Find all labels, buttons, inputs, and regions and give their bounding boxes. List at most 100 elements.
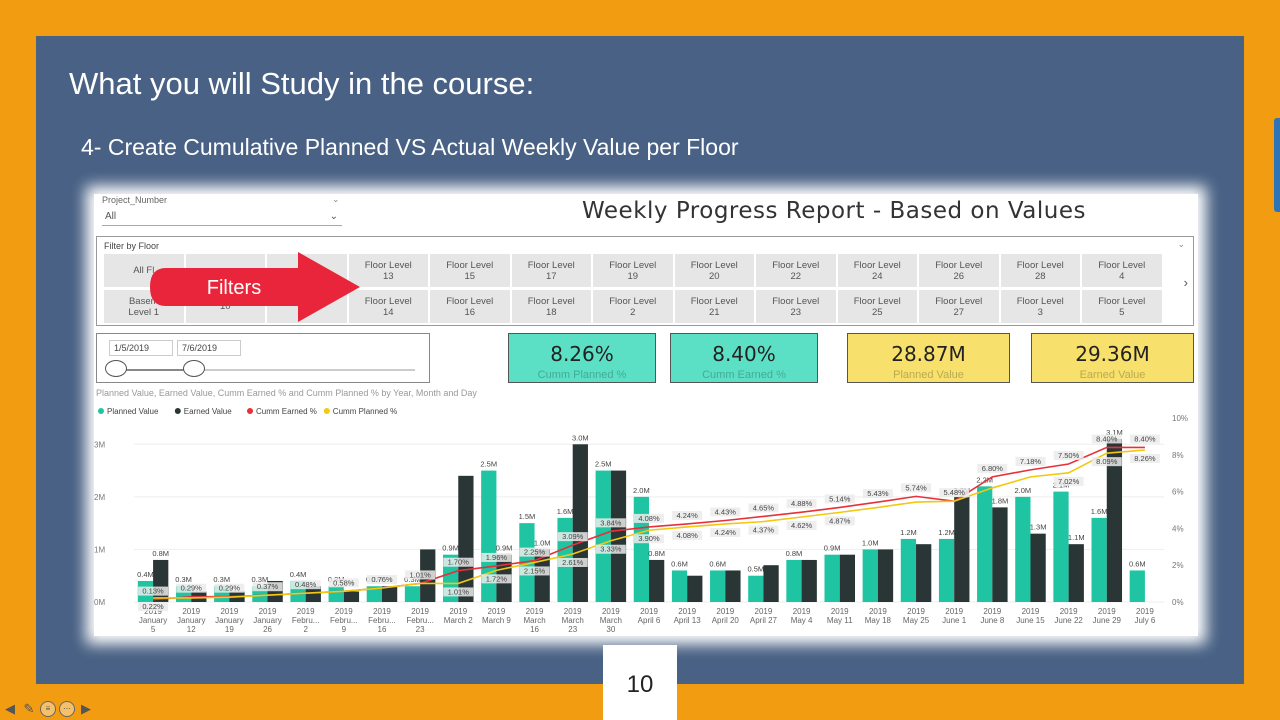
floor-tile[interactable]: Floor Level 18 bbox=[511, 290, 591, 323]
floor-tile-line1: Floor Level bbox=[690, 295, 738, 307]
floor-tile-line2: 24 bbox=[871, 270, 883, 282]
floor-tile-line2: 20 bbox=[708, 270, 720, 282]
arrow-right-icon[interactable]: ▶ bbox=[81, 701, 91, 716]
pen-icon[interactable]: ✎ bbox=[23, 701, 35, 716]
floor-tile-line2: 5 bbox=[1119, 306, 1125, 318]
planned-value-bar bbox=[900, 538, 917, 602]
date-slider-start-handle[interactable] bbox=[105, 360, 127, 377]
cumm-earned-label: 7.50% bbox=[1058, 451, 1080, 460]
planned-value-bar bbox=[1129, 570, 1145, 602]
floor-tile[interactable]: Floor Level 28 bbox=[1000, 254, 1080, 287]
more-icon[interactable]: ⋯ bbox=[59, 701, 75, 717]
floor-tile[interactable]: Floor Level 26 bbox=[919, 254, 999, 287]
cumm-planned-label: 7.02% bbox=[1058, 477, 1080, 486]
floor-tile[interactable]: Floor Level 27 bbox=[919, 290, 999, 323]
cumm-earned-label: 5.14% bbox=[829, 494, 851, 503]
floor-tile[interactable]: Floor Level 17 bbox=[511, 254, 591, 287]
planned-value-label: 1.2M bbox=[900, 528, 917, 537]
kpi-value: 8.26% bbox=[550, 342, 614, 366]
floor-tile[interactable]: Floor Level 13 bbox=[348, 254, 428, 287]
pct-label-bg bbox=[443, 587, 474, 597]
x-tick-day: 19 bbox=[225, 625, 234, 634]
y-right-tick: 2% bbox=[1172, 561, 1184, 570]
kpi-label: Cumm Earned % bbox=[702, 369, 786, 381]
floor-tile-line2: 4 bbox=[1119, 270, 1125, 282]
report-title: Weekly Progress Report - Based on Values bbox=[582, 198, 1086, 224]
cumm-earned-label: 8.40% bbox=[1134, 434, 1156, 443]
earned-value-label: 3.0M bbox=[572, 433, 589, 442]
floor-tile[interactable]: Floor Level 19 bbox=[593, 254, 673, 287]
floor-tile[interactable]: Floor Level 20 bbox=[674, 254, 754, 287]
legend-marker bbox=[323, 408, 330, 414]
legend-marker bbox=[98, 408, 104, 414]
x-tick-year: 2019 bbox=[869, 607, 887, 616]
start-date-input[interactable]: 1/5/2019 bbox=[109, 340, 173, 356]
pct-label-bg bbox=[405, 570, 436, 580]
legend-label: Cumm Earned % bbox=[256, 407, 317, 416]
side-tab[interactable] bbox=[1274, 118, 1280, 212]
project-number-select[interactable]: All ⌄ bbox=[102, 208, 342, 226]
arrow-left-icon[interactable]: ◀ bbox=[5, 701, 15, 716]
y-left-tick: 2M bbox=[94, 493, 105, 502]
x-tick-month: May 18 bbox=[865, 616, 892, 625]
floor-tile[interactable]: Floor Level 3 bbox=[1000, 290, 1080, 323]
x-tick-month: March bbox=[562, 616, 584, 625]
floor-tile[interactable]: Floor Level 15 bbox=[430, 254, 510, 287]
earned-value-label: 3.1M bbox=[1106, 428, 1123, 437]
chevron-right-icon[interactable]: › bbox=[1183, 275, 1188, 290]
date-slider-end-handle[interactable] bbox=[183, 360, 205, 377]
x-tick-month: May 4 bbox=[791, 616, 813, 625]
floor-tile[interactable]: Floor Level 16 bbox=[430, 290, 510, 323]
planned-value-label: 2.2M bbox=[976, 475, 993, 484]
x-tick-month: March 2 bbox=[444, 616, 473, 625]
pct-label-bg bbox=[138, 601, 169, 611]
pct-label-bg bbox=[481, 552, 512, 562]
x-tick-year: 2019 bbox=[411, 607, 429, 616]
x-tick-month: January bbox=[139, 616, 167, 625]
x-tick-year: 2019 bbox=[983, 607, 1001, 616]
floor-tile[interactable]: Floor Level 4 bbox=[1082, 254, 1162, 287]
floor-tile[interactable]: Floor Level 25 bbox=[837, 290, 917, 323]
floor-tile[interactable]: Floor Level 24 bbox=[837, 254, 917, 287]
x-tick-year: 2019 bbox=[640, 607, 658, 616]
cumm-planned-line bbox=[153, 449, 1145, 599]
pct-label-bg bbox=[634, 534, 664, 544]
end-date-input[interactable]: 7/6/2019 bbox=[177, 340, 241, 356]
chevron-down-icon[interactable]: ⌄ bbox=[332, 194, 340, 204]
cumm-planned-label: 8.09% bbox=[1096, 457, 1118, 466]
floor-tile-line1: Floor Level bbox=[527, 295, 575, 307]
chart-svg: Planned Value, Earned Value, Cumm Earned… bbox=[94, 388, 1188, 634]
x-tick-year: 2019 bbox=[793, 607, 811, 616]
floor-tile[interactable]: Floor Level 23 bbox=[756, 290, 836, 323]
planned-value-bar bbox=[977, 486, 993, 602]
floor-tile[interactable]: Floor Level 22 bbox=[756, 254, 836, 287]
pct-label-bg bbox=[1053, 451, 1084, 460]
pct-label-bg bbox=[862, 489, 893, 499]
floor-tile[interactable]: Floor Level 2 bbox=[593, 290, 673, 323]
cumm-earned-label: 0.76% bbox=[371, 575, 393, 584]
floor-tile[interactable]: Floor Level 5 bbox=[1082, 290, 1162, 323]
earned-value-bar bbox=[1068, 544, 1084, 602]
pct-label-bg bbox=[1053, 476, 1084, 486]
planned-value-label: 2.5M bbox=[480, 460, 497, 469]
cumm-planned-label: 4.62% bbox=[791, 521, 813, 530]
pct-label-bg bbox=[786, 520, 817, 530]
kpi-card: 29.36M Earned Value bbox=[1031, 333, 1194, 383]
x-tick-month: June 29 bbox=[1093, 616, 1122, 625]
planned-value-bar bbox=[328, 586, 344, 602]
x-tick-month: April 13 bbox=[674, 616, 702, 625]
floor-tile-line2: 3 bbox=[1037, 306, 1043, 318]
chevron-down-icon[interactable]: ⌄ bbox=[1177, 239, 1185, 249]
floor-tile-line2: 2 bbox=[630, 306, 636, 318]
x-tick-month: April 6 bbox=[638, 616, 661, 625]
menu-icon[interactable]: ≡ bbox=[40, 701, 56, 717]
floor-tile[interactable]: Floor Level 14 bbox=[348, 290, 428, 323]
x-tick-month: March bbox=[523, 616, 545, 625]
pct-label-bg bbox=[595, 544, 626, 554]
earned-value-bar bbox=[572, 444, 588, 602]
date-slider-track[interactable] bbox=[115, 369, 415, 371]
pct-label-bg bbox=[634, 513, 664, 523]
floor-tile[interactable]: Floor Level 21 bbox=[674, 290, 754, 323]
x-tick-month: Febru... bbox=[330, 616, 358, 625]
date-slider-range bbox=[115, 369, 193, 371]
